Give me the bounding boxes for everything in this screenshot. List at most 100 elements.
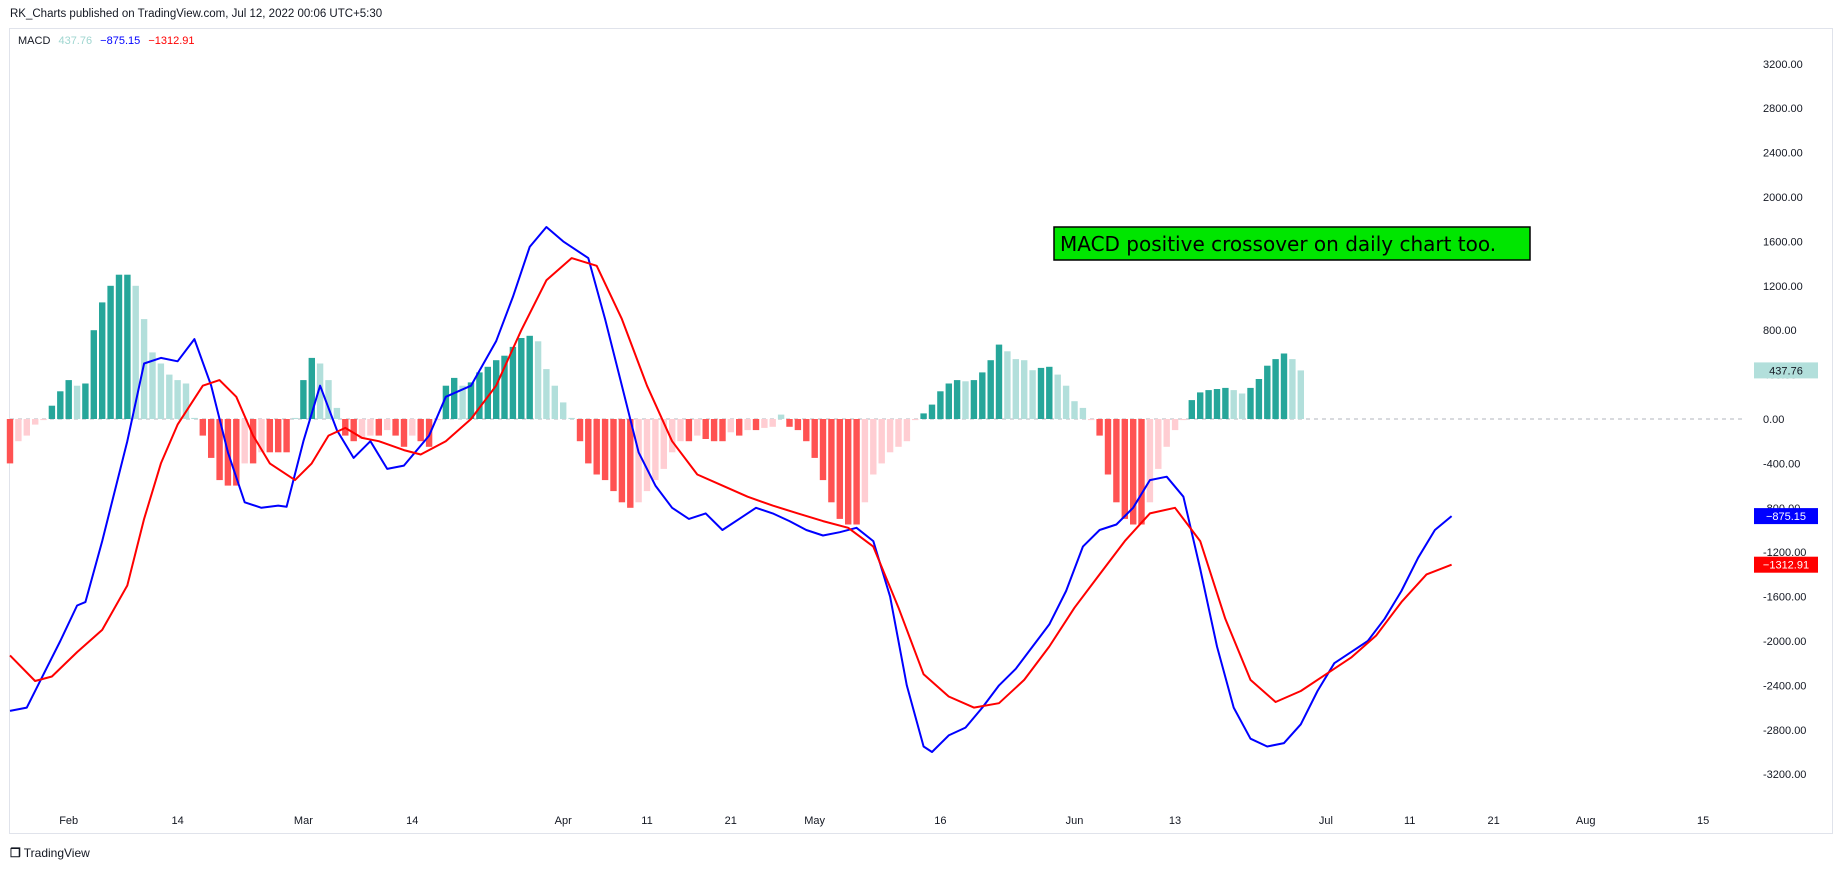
x-tick-label: Jun: [1066, 815, 1084, 827]
histogram-bar: [811, 419, 818, 458]
tradingview-logo-text: TradingView: [23, 846, 90, 860]
y-tick-label: 2800.00: [1763, 103, 1803, 115]
histogram-bar: [1205, 390, 1212, 419]
histogram-bar: [1062, 385, 1070, 419]
histogram-bar: [132, 285, 139, 419]
histogram-bar: [1054, 374, 1061, 419]
histogram-bar: [124, 274, 131, 419]
y-tick-label: -2000.00: [1763, 636, 1806, 648]
histogram-bar: [836, 419, 843, 519]
histogram-bar: [1004, 351, 1011, 419]
histogram-bar: [886, 419, 894, 453]
histogram-bar: [526, 335, 533, 420]
histogram-bar: [870, 419, 877, 475]
histogram-bar: [643, 419, 651, 492]
histogram-bar: [1171, 419, 1179, 431]
histogram-bar: [585, 419, 592, 464]
histogram-bar: [459, 385, 466, 419]
histogram-bar: [1197, 392, 1204, 419]
histogram-bar: [166, 374, 173, 419]
histogram-bar: [23, 419, 30, 436]
histogram-bar: [191, 417, 198, 419]
publisher-line: RK_Charts published on TradingView.com, …: [10, 8, 383, 20]
histogram-bar: [1138, 419, 1145, 525]
histogram-bar: [82, 383, 89, 419]
y-tick-label: 1600.00: [1763, 236, 1803, 248]
histogram-bar: [258, 419, 265, 453]
histogram-bar: [970, 380, 978, 419]
histogram-bar: [367, 419, 374, 436]
histogram-bar: [1021, 360, 1028, 419]
histogram-bar: [275, 419, 282, 453]
histogram-bar: [476, 372, 483, 419]
y-axis: 3200.00 2800.00 2400.00 2000.00 1600.00 1200.…: [1763, 59, 1806, 781]
histogram-bar: [400, 419, 408, 447]
histogram-bar: [1188, 400, 1195, 419]
histogram-bar: [40, 419, 47, 421]
histogram-bar: [1280, 353, 1288, 419]
histogram-bar: [6, 419, 14, 464]
histogram-bar: [794, 419, 802, 431]
indicator-legend[interactable]: MACD 437.76 −875.15 −1312.91: [18, 35, 200, 47]
annotation-box[interactable]: MACD positive crossover on daily chart t…: [1053, 226, 1531, 261]
histogram-bar: [912, 419, 919, 421]
legend-macd-value: −875.15: [100, 35, 141, 47]
histogram-bar: [786, 419, 793, 427]
histogram-bar: [233, 419, 240, 486]
histogram-bar: [761, 419, 768, 428]
y-tick-label: -2800.00: [1763, 725, 1806, 737]
histogram-bar: [216, 419, 223, 481]
histogram-bar: [710, 419, 718, 442]
histogram-bar: [752, 419, 760, 431]
histogram-bar: [987, 360, 994, 419]
histogram-bar: [1029, 370, 1036, 419]
histogram-bar: [920, 413, 927, 419]
histogram-bar: [819, 419, 827, 481]
histogram-bar: [610, 419, 617, 492]
histogram-bar: [308, 357, 315, 419]
histogram-bar: [115, 274, 123, 419]
histogram-bar: [845, 419, 852, 525]
histogram-price-label-text: 437.76: [1769, 365, 1803, 377]
histogram-bar: [601, 419, 609, 481]
histogram-bar: [467, 382, 475, 419]
histogram-bar: [1230, 390, 1237, 419]
histogram-bar: [199, 419, 206, 436]
histogram-bar: [1130, 419, 1137, 525]
macd-price-label-bg: [1754, 508, 1818, 525]
x-tick-label: 13: [1169, 815, 1181, 827]
histogram-bar: [409, 419, 416, 436]
histogram-bar: [266, 419, 273, 453]
histogram-bar: [15, 419, 22, 442]
signal-price-label-text: −1312.91: [1763, 560, 1809, 572]
histogram-bar: [1096, 419, 1103, 436]
x-tick-label: 15: [1697, 815, 1709, 827]
x-tick-label: 21: [725, 815, 737, 827]
y-tick-label: -3200.00: [1763, 769, 1806, 781]
legend-histogram-value: 437.76: [58, 35, 93, 47]
y-tick-label: 800.00: [1763, 325, 1797, 337]
y-tick-label: 2400.00: [1763, 148, 1803, 160]
tradingview-logo[interactable]: ❒ TradingView: [10, 846, 90, 860]
x-tick-label: May: [804, 815, 825, 827]
y-tick-label: 0.00: [1763, 414, 1784, 426]
histogram-bar: [719, 419, 726, 442]
histogram-bar: [895, 419, 902, 447]
x-tick-label: 11: [1404, 815, 1415, 827]
signal-price-label-bg: [1754, 556, 1818, 573]
tradingview-logo-icon: ❒: [10, 846, 21, 860]
x-axis: Feb 14 Mar 14 Apr 11 21 May 16 Jun 13 Jul 11 21 Aug 15: [59, 815, 1709, 827]
histogram-bar: [358, 419, 366, 439]
histogram-bar: [861, 419, 869, 503]
annotation-text: MACD positive crossover on daily chart t…: [1060, 232, 1496, 256]
histogram-bar: [962, 381, 969, 419]
histogram-bar: [953, 380, 961, 419]
histogram-bar: [73, 385, 81, 419]
histogram-bar: [350, 419, 357, 442]
histogram-bar: [828, 419, 835, 503]
histogram-bar: [769, 419, 776, 427]
histogram-bar: [1071, 401, 1078, 419]
x-tick-label: Aug: [1576, 815, 1596, 827]
histogram-bar: [878, 419, 885, 464]
